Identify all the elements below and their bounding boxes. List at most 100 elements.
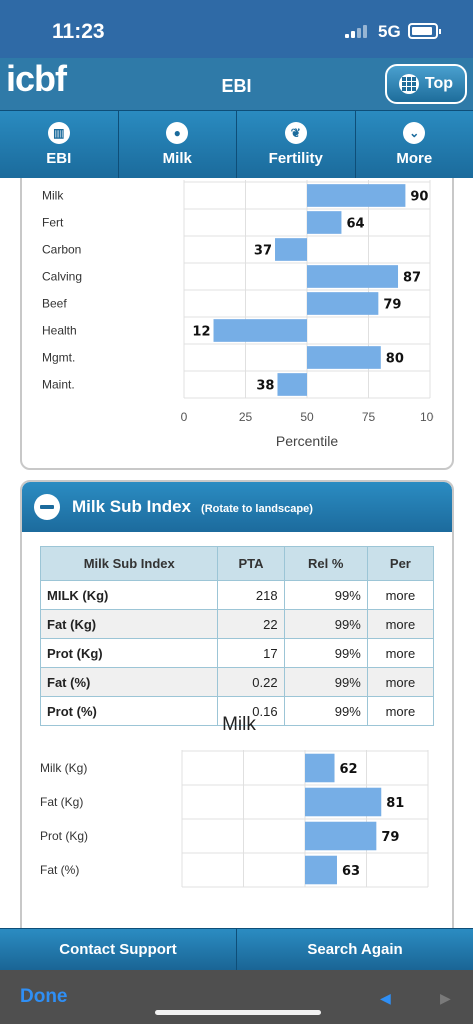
column-header: Per xyxy=(366,546,435,581)
table-row: Fat (%) 0.22 99% more xyxy=(39,667,435,697)
back-arrow-icon[interactable]: ◀ xyxy=(380,990,391,1006)
chart-svg: Milk (Kg) 62 Fat (Kg) 81 Prot (Kg) 79 Fat (%) 6… xyxy=(40,750,429,888)
contact-support-button[interactable]: Contact Support xyxy=(0,928,237,970)
tab-ebi[interactable]: ▥ EBI xyxy=(0,110,119,178)
value-label: 62 xyxy=(340,762,358,777)
pta-value: 0.16 xyxy=(217,696,285,726)
app-header: icbf EBI Top xyxy=(0,58,473,110)
pta-value: 22 xyxy=(217,609,285,639)
table-header-row: Milk Sub Index PTA Rel % Per xyxy=(39,546,435,581)
grid-icon xyxy=(398,74,419,94)
column-header: PTA xyxy=(217,546,285,581)
bottom-action-bar: Contact Support Search Again xyxy=(0,928,473,970)
category-label: Beef xyxy=(42,297,67,311)
milk-sub-index-table: Milk Sub Index PTA Rel % Per MILK (Kg) 2… xyxy=(39,546,435,726)
table-row: Prot (Kg) 17 99% more xyxy=(39,638,435,668)
tab-milk[interactable]: ● Milk xyxy=(118,110,237,178)
collapse-icon[interactable] xyxy=(34,494,60,520)
more-link[interactable]: more xyxy=(366,580,435,610)
more-link[interactable]: more xyxy=(366,696,435,726)
tick-label: 0 xyxy=(181,410,188,424)
category-label: Mgmt. xyxy=(42,351,75,365)
category-label: Fert xyxy=(42,216,64,230)
more-link[interactable]: more xyxy=(366,667,435,697)
table-row: Fat (Kg) 22 99% more xyxy=(39,609,435,639)
icbf-logo[interactable]: icbf xyxy=(6,58,67,99)
category-label: Fat (Kg) xyxy=(40,795,83,809)
status-time: 11:23 xyxy=(52,20,105,43)
tab-label: EBI xyxy=(46,150,72,167)
category-label: Carbon xyxy=(42,243,81,257)
tab-fertility[interactable]: ❦ Fertility xyxy=(237,110,356,178)
milk-chart-title: Milk xyxy=(222,714,256,735)
value-label: 90 xyxy=(410,190,428,205)
table-row: MILK (Kg) 218 99% more xyxy=(39,580,435,610)
ebi-percentile-chart: Milk 90 Fert 64 Carbon 37 Calving 87 Beef 79 Healt… xyxy=(42,178,440,464)
tab-more[interactable]: ⌄ More xyxy=(355,110,473,178)
bar xyxy=(305,855,337,885)
rel-value: 99% xyxy=(283,609,368,639)
more-link[interactable]: more xyxy=(366,638,435,668)
category-label: Milk xyxy=(42,189,64,203)
rel-value: 99% xyxy=(283,696,368,726)
ebi-chart-card: Milk 90 Fert 64 Carbon 37 Calving 87 Beef 79 Healt… xyxy=(20,178,454,470)
category-label: Health xyxy=(42,324,77,338)
tab-label: Fertility xyxy=(268,150,323,167)
tick-label: 75 xyxy=(362,410,376,424)
top-button-label: Top xyxy=(424,75,454,92)
milk-sub-index-card: Milk Sub Index (Rotate to landscape) Mil… xyxy=(20,480,454,928)
table-row: Prot (%) 0.16 99% more xyxy=(39,696,435,726)
more-link[interactable]: more xyxy=(366,609,435,639)
milk-percentile-chart: Milk (Kg) 62 Fat (Kg) 81 Prot (Kg) 79 Fat (%) 6… xyxy=(40,750,434,928)
top-button[interactable]: Top xyxy=(385,64,467,104)
tick-label: 50 xyxy=(300,410,314,424)
value-label: 87 xyxy=(403,271,421,286)
done-button[interactable]: Done xyxy=(20,986,68,1007)
tab-label: More xyxy=(396,150,433,167)
axis-label: Percentile xyxy=(276,433,338,449)
content-area[interactable]: Milk 90 Fert 64 Carbon 37 Calving 87 Beef 79 Healt… xyxy=(0,178,473,928)
category-label: Milk (Kg) xyxy=(40,761,87,775)
pta-value: 218 xyxy=(217,580,285,610)
bar-chart-icon: ▥ xyxy=(47,122,70,144)
category-label: Maint. xyxy=(42,378,75,392)
value-label: 12 xyxy=(192,325,210,340)
section-subtitle: (Rotate to landscape) xyxy=(201,503,313,515)
category-label: Fat (%) xyxy=(40,863,79,877)
bar xyxy=(305,753,335,783)
row-label: Fat (Kg) xyxy=(39,609,219,639)
battery-icon xyxy=(408,23,441,39)
browser-toolbar: Done ◀ ▶ xyxy=(0,970,473,1024)
row-label: Prot (Kg) xyxy=(39,638,219,668)
value-label: 79 xyxy=(381,830,399,845)
pta-value: 17 xyxy=(217,638,285,668)
value-label: 38 xyxy=(256,379,274,394)
value-label: 37 xyxy=(254,244,272,259)
rel-value: 99% xyxy=(283,638,368,668)
section-title: Milk Sub Index xyxy=(72,497,192,516)
chevron-down-icon: ⌄ xyxy=(403,122,426,144)
bar xyxy=(305,787,382,817)
column-header: Rel % xyxy=(283,546,368,581)
chart-svg: Milk 90 Fert 64 Carbon 37 Calving 87 Beef 79 Healt… xyxy=(42,180,440,449)
value-label: 64 xyxy=(346,217,364,232)
bar xyxy=(307,211,342,234)
forward-arrow-icon: ▶ xyxy=(440,990,451,1006)
tick-label: 100 xyxy=(420,410,434,424)
column-header: Milk Sub Index xyxy=(39,546,219,581)
milk-sub-index-header[interactable]: Milk Sub Index (Rotate to landscape) xyxy=(22,482,452,532)
signal-icon xyxy=(345,24,371,38)
home-indicator xyxy=(155,1010,321,1015)
category-label: Prot (Kg) xyxy=(40,829,88,843)
search-again-button[interactable]: Search Again xyxy=(237,928,473,970)
rel-value: 99% xyxy=(283,580,368,610)
bar xyxy=(307,292,379,315)
value-label: 63 xyxy=(342,864,360,879)
page-title: EBI xyxy=(221,76,252,96)
value-label: 79 xyxy=(383,298,401,313)
status-bar: 11:23 5G xyxy=(0,0,473,58)
tick-label: 25 xyxy=(239,410,253,424)
tab-label: Milk xyxy=(162,150,192,167)
pta-value: 0.22 xyxy=(217,667,285,697)
drop-icon: ● xyxy=(166,122,189,144)
